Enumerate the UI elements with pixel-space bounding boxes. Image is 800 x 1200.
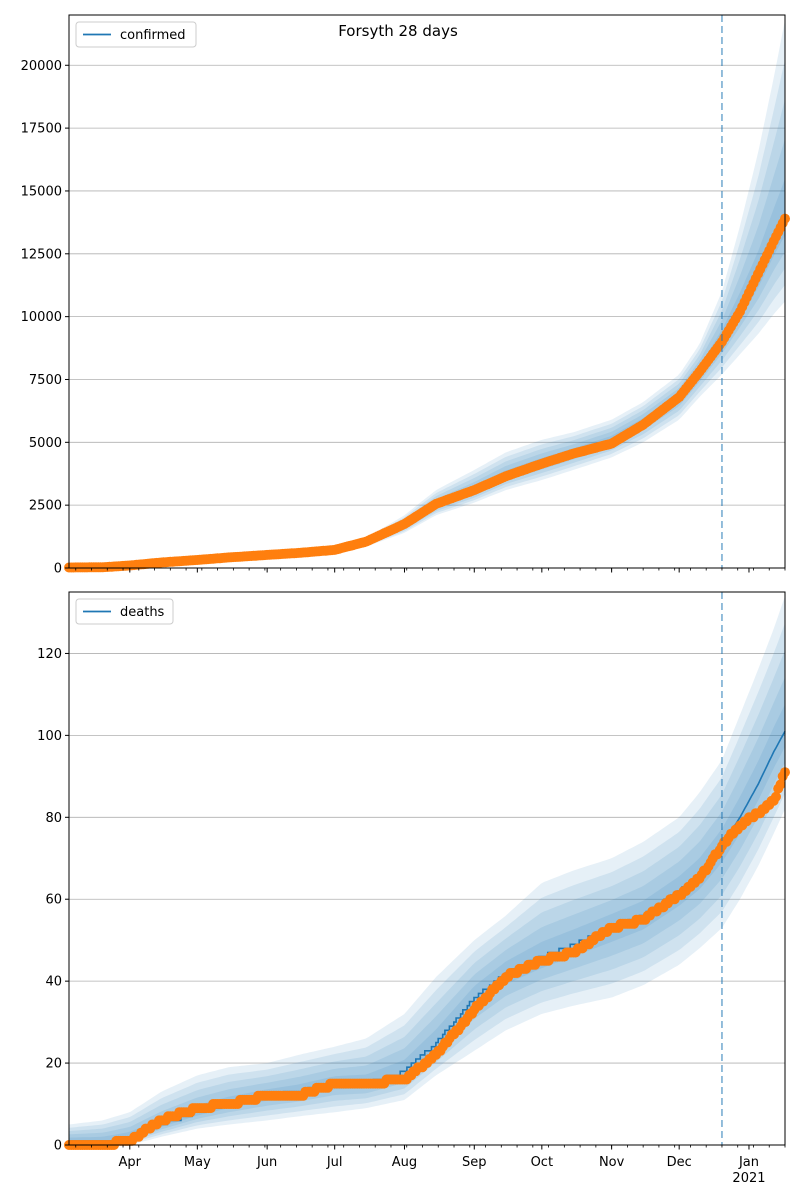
axes-border: [68, 14, 786, 569]
x-tick-label: Jan: [738, 1155, 759, 1170]
x-tick-label: Aug: [392, 1155, 417, 1170]
y-gridlines: [69, 64, 785, 506]
x-tick-label: May: [184, 1155, 211, 1170]
y-tick-label: 80: [45, 811, 62, 826]
observed-points: [64, 767, 790, 1150]
legend-box: [75, 21, 197, 48]
prediction-band: [69, 623, 785, 1145]
y-tick-label: 5000: [29, 436, 62, 451]
prediction-band: [69, 99, 785, 568]
chart-title: Forsyth 28 days: [338, 22, 458, 40]
prediction-band: [69, 596, 785, 1145]
y-tick-label: 20: [45, 1057, 62, 1072]
y-tick-label: 2500: [29, 499, 62, 514]
x-tick-label: Apr: [119, 1155, 142, 1170]
x-tick-label: Oct: [531, 1155, 553, 1170]
y-tick-label: 60: [45, 893, 62, 908]
y-tick-label: 0: [54, 1139, 62, 1154]
observed-points: [64, 213, 790, 573]
legend-label-deaths: deaths: [120, 605, 165, 620]
y-tick-label: 7500: [29, 373, 62, 388]
y-tick-label: 20000: [21, 59, 62, 74]
y-tick-label: 12500: [21, 247, 62, 262]
y-tick-label: 120: [37, 647, 62, 662]
legend-label-confirmed: confirmed: [120, 28, 186, 43]
prediction-band: [69, 650, 785, 1144]
y-tick-label: 0: [54, 562, 62, 577]
axes-border: [68, 591, 786, 1146]
observed-point: [771, 791, 781, 802]
legend-box: [75, 598, 174, 625]
x-axis: [75, 568, 786, 573]
deaths-panel: 0 20 40 60 80 100 120 Apr May Jun Jul Aug Sep Oct Nov…: [37, 591, 790, 1186]
confirmed-panel: 0 2500 5000 7500 10000 12500 15000 17500 20000 c…: [21, 14, 790, 577]
y-tick-label: 10000: [21, 310, 62, 325]
x-tick-label: Jun: [256, 1155, 277, 1170]
y-axis: 0 20 40 60 80 100 120: [37, 647, 69, 1154]
y-axis: 0 2500 5000 7500 10000 12500 15000 17500 20000: [21, 59, 69, 577]
x-tick-label: Dec: [667, 1155, 692, 1170]
y-tick-label: 40: [45, 975, 62, 990]
x-tick-label: Nov: [599, 1155, 625, 1170]
y-tick-label: 100: [37, 729, 62, 744]
legend: confirmed: [75, 21, 197, 48]
legend: deaths: [75, 598, 174, 625]
y-tick-label: 15000: [21, 184, 62, 199]
y-tick-label: 17500: [21, 122, 62, 137]
axes-frame: [68, 14, 786, 569]
x-tick-sublabel: 2021: [732, 1171, 765, 1186]
x-tick-label: Jul: [326, 1155, 343, 1170]
x-tick-label: Sep: [462, 1155, 487, 1170]
axes-frame: [68, 591, 786, 1146]
prediction-band: [69, 677, 785, 1143]
observed-point: [775, 779, 786, 790]
prediction-band: [69, 20, 785, 568]
